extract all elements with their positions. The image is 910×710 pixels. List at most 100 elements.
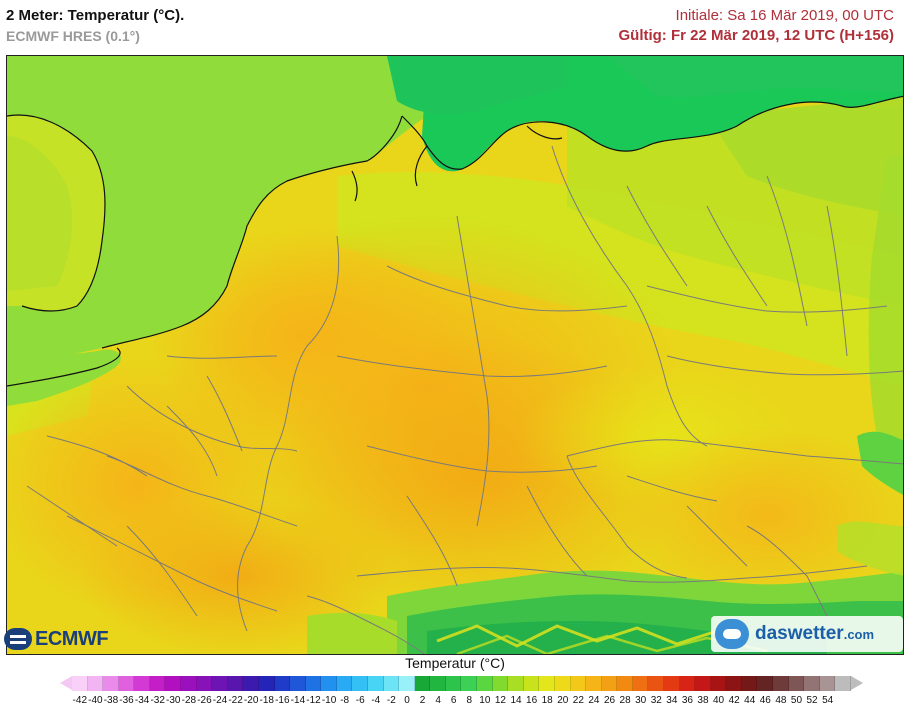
legend-tick-label: 4 <box>435 695 441 706</box>
legend-swatch <box>492 676 509 691</box>
legend-tick-label: 48 <box>775 695 787 706</box>
legend-tick-label: 50 <box>790 695 803 706</box>
legend-tick-label: -18 <box>259 695 274 706</box>
legend-tick-label: -26 <box>197 695 212 706</box>
legend-swatch <box>710 676 727 691</box>
legend-swatch <box>523 676 540 691</box>
legend-swatch <box>118 676 135 691</box>
legend-tick-label: -42 <box>72 695 88 706</box>
legend-title: Temperatur (°C) <box>405 655 505 671</box>
legend-swatch <box>134 676 150 691</box>
legend-swatch <box>477 676 493 691</box>
cloud-icon <box>715 619 749 649</box>
legend-swatch <box>554 676 571 691</box>
legend-swatch <box>570 676 587 691</box>
legend-swatch <box>679 676 696 691</box>
daswetter-logo[interactable]: daswetter.com <box>711 616 903 652</box>
legend-tick-label: 30 <box>635 695 647 706</box>
legend-swatch <box>695 676 711 691</box>
ecmwf-logo-text: ECMWF <box>35 627 109 650</box>
legend-tick-label: 52 <box>806 695 818 706</box>
legend-tick-label: -14 <box>290 695 306 706</box>
valid-time: Gültig: Fr 22 Mär 2019, 12 UTC (H+156) <box>618 27 894 44</box>
legend-tick-label: -10 <box>321 695 337 706</box>
legend-swatch <box>212 676 228 691</box>
legend-swatch <box>601 676 618 691</box>
header-right: Initiale: Sa 16 Mär 2019, 00 UTC Gültig:… <box>618 6 894 46</box>
legend-tick-label: -12 <box>306 695 321 706</box>
legend-left-arrow <box>60 676 72 690</box>
legend-tick-label: 2 <box>419 695 426 706</box>
legend-swatch <box>165 676 182 691</box>
legend-tick-label: -36 <box>119 695 134 706</box>
legend-tick-label: 44 <box>744 695 756 706</box>
legend-swatch <box>290 676 306 691</box>
legend-swatch <box>103 676 119 691</box>
legend-swatch <box>741 676 758 691</box>
legend-tick-label: 10 <box>479 695 491 706</box>
legend-swatch <box>445 676 462 691</box>
legend-swatch <box>461 676 478 691</box>
legend-swatch <box>539 676 555 691</box>
map-canvas <box>7 56 903 654</box>
legend-tick-label: 14 <box>510 695 522 706</box>
legend-tick-label: 54 <box>822 695 834 706</box>
legend-swatch <box>773 676 789 691</box>
legend-swatch <box>663 676 680 691</box>
legend-tick-label: 12 <box>494 695 506 706</box>
daswetter-logo-text: daswetter.com <box>755 623 875 644</box>
ecmwf-mark-icon <box>4 628 32 650</box>
legend-swatch <box>586 676 602 691</box>
north-sea <box>7 56 427 386</box>
legend-swatch <box>274 676 291 691</box>
borders <box>26 145 903 654</box>
legend-tick-label: -22 <box>228 695 243 706</box>
legend-tick-label: 46 <box>759 695 771 706</box>
legend-swatch <box>149 676 166 691</box>
legend-swatch <box>757 676 774 691</box>
legend-tick-label: -6 <box>355 695 365 706</box>
legend-swatch <box>648 676 664 691</box>
legend-swatch <box>196 676 213 691</box>
legend-tick-label: -20 <box>243 695 259 706</box>
legend-tick-label: -2 <box>386 695 396 706</box>
legend-tick-label: 24 <box>588 695 600 706</box>
legend-swatch <box>72 676 88 691</box>
legend-tick-label: 6 <box>450 695 457 706</box>
color-legend <box>60 676 863 691</box>
legend-swatch <box>352 676 368 691</box>
legend-swatch <box>632 676 649 691</box>
legend-tick-label: 16 <box>526 695 538 706</box>
legend-swatch <box>227 676 244 691</box>
header-left: 2 Meter: Temperatur (°C). ECMWF HRES (0.… <box>6 6 184 46</box>
legend-tick-label: 36 <box>681 695 693 706</box>
legend-swatch <box>414 676 431 691</box>
legend-tick-label: 42 <box>728 695 740 706</box>
legend-tick-label: -38 <box>103 695 119 706</box>
legend-tick-label: -32 <box>150 695 165 706</box>
legend-tick-label: 38 <box>697 695 709 706</box>
legend-tick-label: 18 <box>541 695 553 706</box>
legend-tick-label: -40 <box>88 695 103 706</box>
legend-swatch <box>181 676 197 691</box>
legend-tick-label: -28 <box>181 695 197 706</box>
legend-swatch <box>399 676 415 691</box>
legend-tick-label: -4 <box>371 695 381 706</box>
legend-swatch <box>430 676 446 691</box>
legend-tick-label: 8 <box>466 695 473 706</box>
legend-tick-label: 22 <box>572 695 584 706</box>
legend-swatch <box>835 676 851 691</box>
initial-time: Initiale: Sa 16 Mär 2019, 00 UTC <box>675 7 894 24</box>
legend-tick-label: 28 <box>619 695 631 706</box>
legend-tick-label: -16 <box>275 695 290 706</box>
coastlines <box>7 95 903 387</box>
legend-swatch <box>305 676 322 691</box>
temperature-map[interactable] <box>6 55 904 655</box>
legend-tick-label: 26 <box>603 695 616 706</box>
legend-swatch <box>726 676 742 691</box>
legend-swatch <box>243 676 259 691</box>
legend-swatch <box>819 676 836 691</box>
legend-tick-label: -34 <box>134 695 150 706</box>
legend-swatch <box>336 676 353 691</box>
legend-tick-label: -30 <box>166 695 181 706</box>
